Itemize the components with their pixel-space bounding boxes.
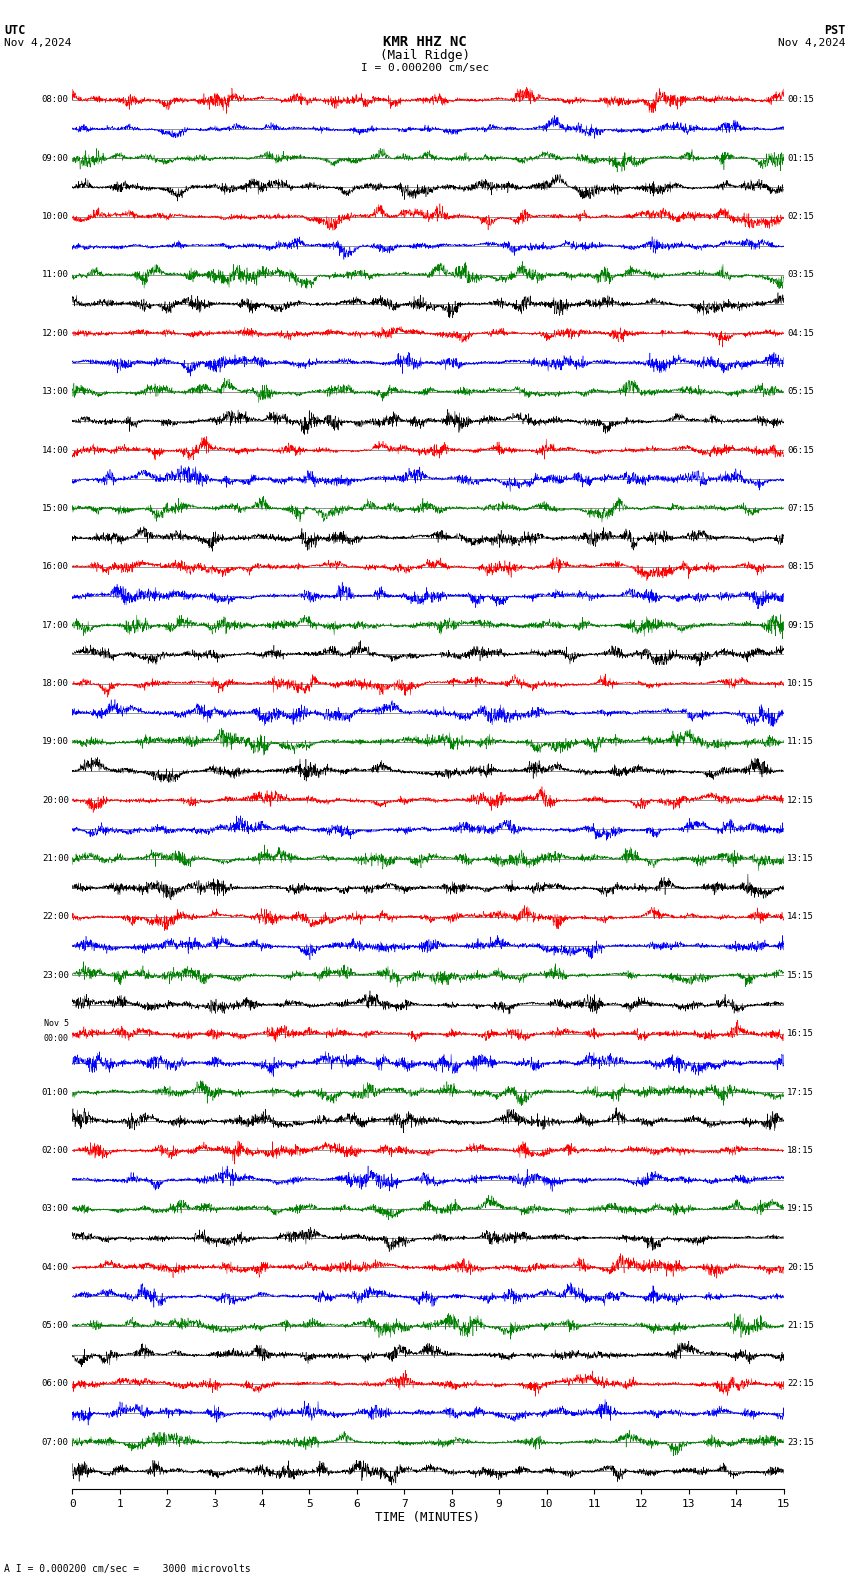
- Text: 14:00: 14:00: [42, 445, 69, 455]
- Text: 01:15: 01:15: [787, 154, 814, 163]
- X-axis label: TIME (MINUTES): TIME (MINUTES): [376, 1511, 480, 1524]
- Text: UTC: UTC: [4, 24, 26, 36]
- Text: 10:15: 10:15: [787, 680, 814, 687]
- Text: Nov 4,2024: Nov 4,2024: [4, 38, 71, 48]
- Text: 15:00: 15:00: [42, 504, 69, 513]
- Text: 23:15: 23:15: [787, 1438, 814, 1446]
- Text: 14:15: 14:15: [787, 912, 814, 922]
- Text: 18:15: 18:15: [787, 1145, 814, 1155]
- Text: 12:00: 12:00: [42, 329, 69, 337]
- Text: (Mail Ridge): (Mail Ridge): [380, 49, 470, 62]
- Text: KMR HHZ NC: KMR HHZ NC: [383, 35, 467, 49]
- Text: 17:15: 17:15: [787, 1088, 814, 1096]
- Text: 08:00: 08:00: [42, 95, 69, 105]
- Text: 06:00: 06:00: [42, 1380, 69, 1389]
- Text: 10:00: 10:00: [42, 212, 69, 222]
- Text: 15:15: 15:15: [787, 971, 814, 980]
- Text: 18:00: 18:00: [42, 680, 69, 687]
- Text: 13:15: 13:15: [787, 854, 814, 863]
- Text: 03:00: 03:00: [42, 1204, 69, 1213]
- Text: 16:00: 16:00: [42, 562, 69, 572]
- Text: 11:15: 11:15: [787, 738, 814, 746]
- Text: 20:00: 20:00: [42, 795, 69, 805]
- Text: 01:00: 01:00: [42, 1088, 69, 1096]
- Text: A I = 0.000200 cm/sec =    3000 microvolts: A I = 0.000200 cm/sec = 3000 microvolts: [4, 1565, 251, 1574]
- Text: 08:15: 08:15: [787, 562, 814, 572]
- Text: Nov 5: Nov 5: [43, 1019, 69, 1028]
- Text: 12:15: 12:15: [787, 795, 814, 805]
- Text: PST: PST: [824, 24, 846, 36]
- Text: Nov 4,2024: Nov 4,2024: [779, 38, 846, 48]
- Text: 17:00: 17:00: [42, 621, 69, 630]
- Text: 16:15: 16:15: [787, 1030, 814, 1038]
- Text: 09:15: 09:15: [787, 621, 814, 630]
- Text: 09:00: 09:00: [42, 154, 69, 163]
- Text: 19:15: 19:15: [787, 1204, 814, 1213]
- Text: 00:15: 00:15: [787, 95, 814, 105]
- Text: 05:00: 05:00: [42, 1321, 69, 1331]
- Text: 07:00: 07:00: [42, 1438, 69, 1446]
- Text: I = 0.000200 cm/sec: I = 0.000200 cm/sec: [361, 63, 489, 73]
- Text: 04:00: 04:00: [42, 1262, 69, 1272]
- Text: 00:00: 00:00: [43, 1034, 69, 1042]
- Text: 05:15: 05:15: [787, 386, 814, 396]
- Text: 23:00: 23:00: [42, 971, 69, 980]
- Text: 22:15: 22:15: [787, 1380, 814, 1389]
- Text: 19:00: 19:00: [42, 738, 69, 746]
- Text: 02:00: 02:00: [42, 1145, 69, 1155]
- Text: 22:00: 22:00: [42, 912, 69, 922]
- Text: 21:00: 21:00: [42, 854, 69, 863]
- Text: 07:15: 07:15: [787, 504, 814, 513]
- Text: 20:15: 20:15: [787, 1262, 814, 1272]
- Text: 06:15: 06:15: [787, 445, 814, 455]
- Text: 03:15: 03:15: [787, 271, 814, 279]
- Text: 04:15: 04:15: [787, 329, 814, 337]
- Text: 11:00: 11:00: [42, 271, 69, 279]
- Text: 13:00: 13:00: [42, 386, 69, 396]
- Text: 02:15: 02:15: [787, 212, 814, 222]
- Text: 21:15: 21:15: [787, 1321, 814, 1331]
